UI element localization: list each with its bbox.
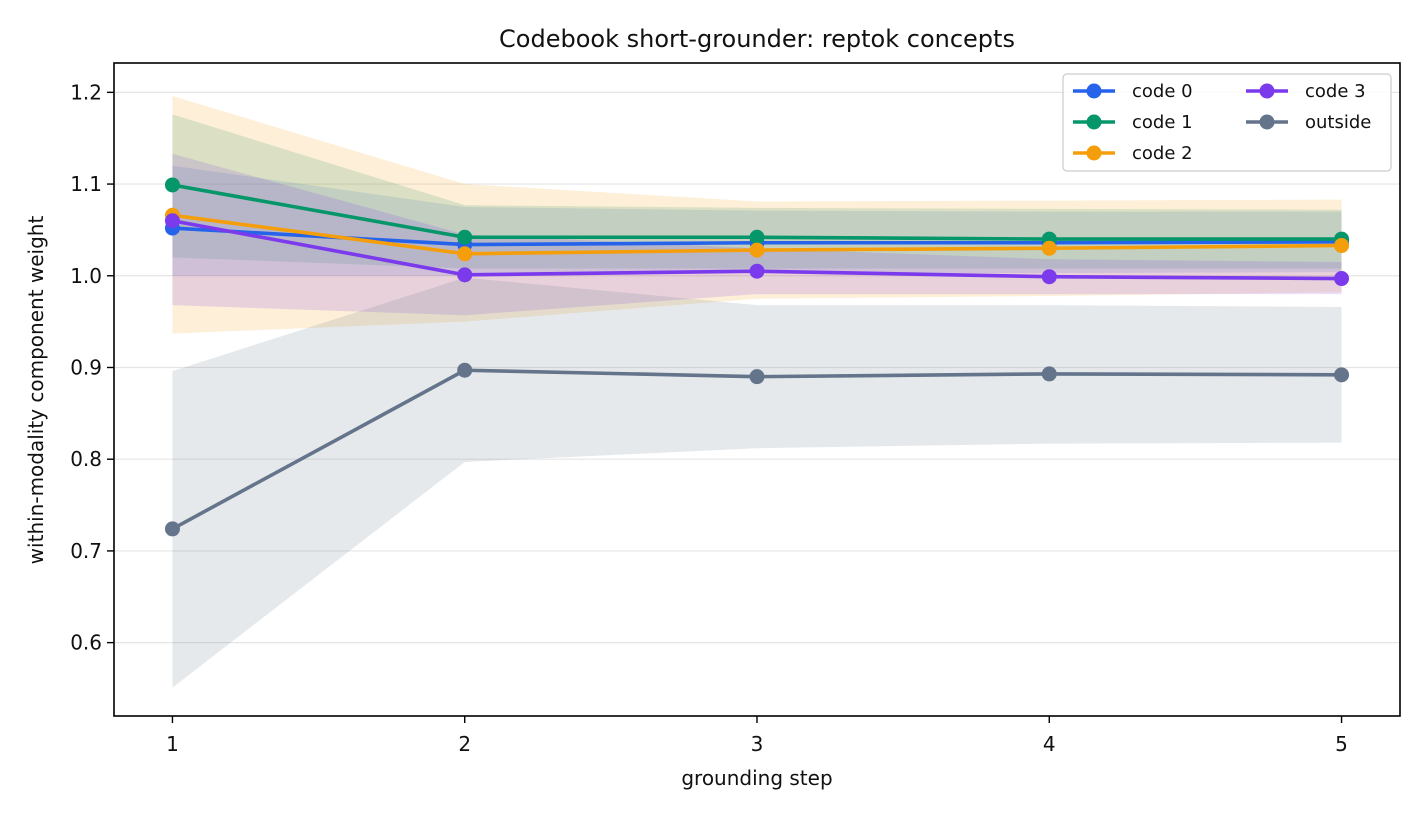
y-axis-label: within-modality component weight — [24, 216, 48, 565]
legend-label: code 3 — [1305, 81, 1366, 102]
legend-label: code 1 — [1132, 112, 1193, 133]
y-tick-label: 0.6 — [70, 631, 102, 655]
point-code-1 — [164, 177, 180, 193]
x-tick-label: 1 — [166, 732, 179, 756]
point-code-3 — [1041, 269, 1057, 285]
y-axis: 0.6 0.7 0.8 0.9 1.0 1.1 1.2 — [70, 80, 114, 655]
y-tick-label: 0.9 — [70, 355, 102, 379]
point-layer — [164, 177, 1350, 537]
x-tick-label: 5 — [1335, 732, 1348, 756]
point-code-2 — [749, 242, 765, 258]
point-code-3 — [457, 267, 473, 283]
chart-title: Codebook short-grounder: reptok concepts — [499, 25, 1015, 53]
y-tick-label: 1.0 — [70, 264, 102, 288]
y-tick-label: 1.2 — [70, 80, 102, 104]
legend-label: outside — [1305, 112, 1371, 133]
point-outside — [749, 369, 765, 385]
legend-swatch-marker — [1259, 114, 1275, 130]
x-axis: 1 2 3 4 5 — [166, 716, 1348, 756]
legend-swatch-marker — [1086, 83, 1102, 99]
point-code-1 — [749, 229, 765, 245]
legend-swatch-marker — [1086, 145, 1102, 161]
legend-swatch-marker — [1086, 114, 1102, 130]
legend-label: code 2 — [1132, 143, 1193, 164]
x-tick-label: 2 — [458, 732, 471, 756]
y-tick-label: 0.8 — [70, 447, 102, 471]
x-tick-label: 3 — [751, 732, 764, 756]
point-code-3 — [749, 263, 765, 279]
point-code-2 — [457, 246, 473, 262]
point-outside — [164, 521, 180, 537]
legend: code 0 code 1 code 2 code 3 outside — [1062, 73, 1392, 172]
y-tick-label: 1.1 — [70, 172, 102, 196]
point-outside — [457, 362, 473, 378]
y-tick-label: 0.7 — [70, 539, 102, 563]
point-code-3 — [1334, 271, 1350, 287]
legend-box — [1062, 73, 1392, 172]
legend-swatch-marker — [1259, 83, 1275, 99]
legend-label: code 0 — [1132, 81, 1193, 102]
x-tick-label: 4 — [1043, 732, 1056, 756]
point-outside — [1041, 366, 1057, 382]
point-outside — [1334, 367, 1350, 383]
point-code-2 — [1334, 238, 1350, 254]
point-code-2 — [1041, 240, 1057, 256]
point-code-3 — [164, 213, 180, 229]
x-axis-label: grounding step — [681, 766, 832, 790]
point-code-1 — [457, 229, 473, 245]
